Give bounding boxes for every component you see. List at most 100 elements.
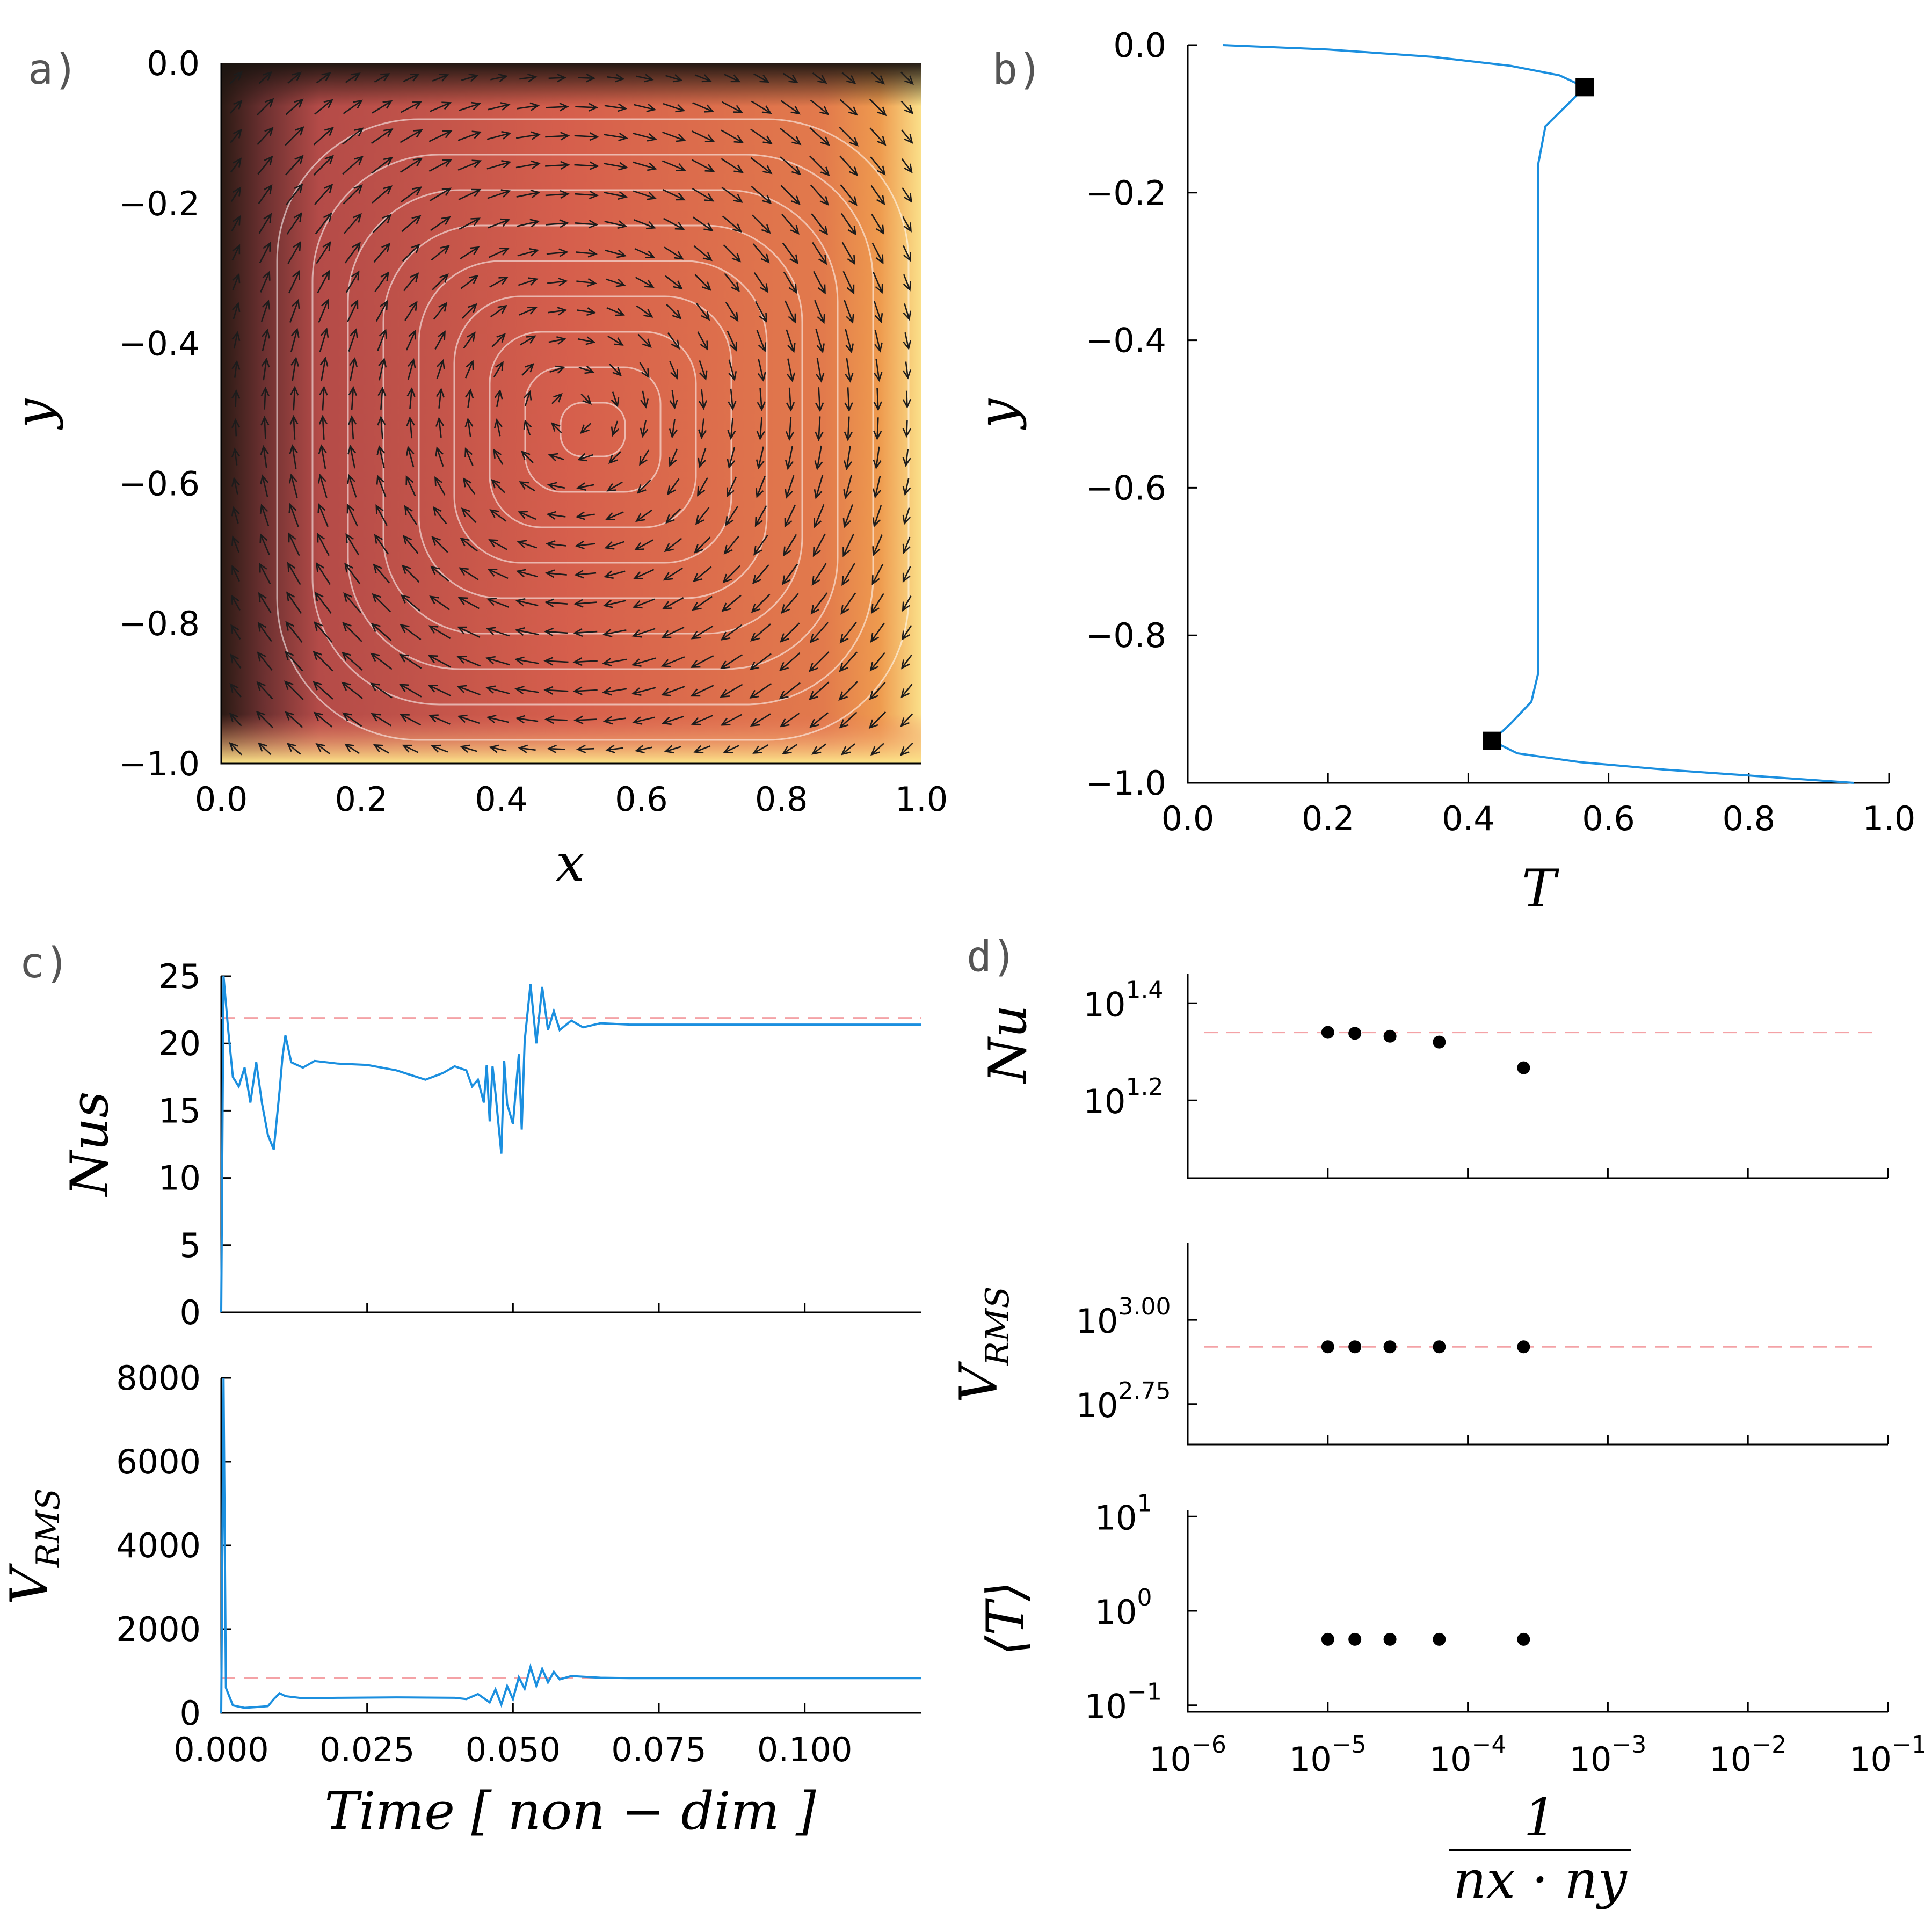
panel-a-xtick-label: 0.8 <box>755 780 808 819</box>
panel-d-axis-lines <box>1187 974 1888 1179</box>
velocity-arrow <box>517 102 540 111</box>
velocity-arrow <box>780 185 801 205</box>
velocity-arrow <box>493 448 504 465</box>
velocity-arrow <box>691 715 713 725</box>
velocity-arrow <box>608 451 621 464</box>
vrms-points <box>1321 1340 1530 1354</box>
velocity-arrow <box>286 743 301 755</box>
velocity-arrow <box>721 101 743 113</box>
velocity-arrow <box>457 626 481 638</box>
velocity-arrow <box>662 597 684 609</box>
convergence-point <box>1321 1026 1334 1039</box>
panel-c-bottom-axes: 0.000 0.025 0.050 0.075 0.100 0 2000 4000 6000 80… <box>116 1359 921 1769</box>
velocity-arrow <box>230 186 242 202</box>
velocity-arrow <box>314 183 333 205</box>
convergence-point <box>1348 1632 1362 1646</box>
velocity-arrow <box>344 213 362 234</box>
velocity-arrow <box>401 215 422 233</box>
velocity-arrow <box>720 684 743 698</box>
velocity-arrow <box>518 511 536 520</box>
velocity-arrow <box>375 504 388 526</box>
velocity-arrow <box>546 511 566 520</box>
velocity-arrow <box>874 359 883 382</box>
nusselt-series-line <box>220 976 921 1313</box>
velocity-arrow <box>288 532 300 556</box>
velocity-arrow <box>231 331 241 349</box>
velocity-arrow <box>750 128 773 144</box>
velocity-arrow <box>900 71 914 85</box>
velocity-arrow <box>873 476 882 499</box>
velocity-arrow <box>289 415 299 440</box>
velocity-arrow <box>398 684 422 698</box>
panel-d-ytick-label: 100 <box>1095 1584 1152 1632</box>
boundary-layer-markers <box>1483 78 1594 750</box>
velocity-arrow <box>489 744 507 753</box>
velocity-arrow <box>900 100 914 114</box>
velocity-arrow <box>757 359 766 382</box>
velocity-arrow <box>523 419 532 435</box>
velocity-arrow <box>873 446 882 470</box>
velocity-arrow <box>779 652 801 671</box>
velocity-arrow <box>313 681 333 700</box>
panel-c-top-axes: 0 5 10 15 20 25 <box>158 957 921 1332</box>
velocity-arrow <box>782 563 798 585</box>
velocity-arrow <box>348 357 358 381</box>
velocity-arrow <box>258 592 272 613</box>
panel-b-xtick-label: 0.6 <box>1582 799 1635 838</box>
velocity-arrow <box>258 213 272 234</box>
velocity-arrow <box>663 217 685 230</box>
velocity-arrow <box>693 566 712 582</box>
velocity-arrow <box>902 507 911 525</box>
velocity-arrow <box>485 656 510 666</box>
streamline <box>418 260 768 599</box>
velocity-arrow <box>461 73 479 82</box>
velocity-arrow <box>785 417 795 441</box>
velocity-arrow <box>813 271 826 295</box>
velocity-arrow <box>256 98 274 116</box>
velocity-arrow <box>902 449 911 467</box>
velocity-arrow <box>285 711 303 728</box>
velocity-arrow <box>485 685 510 694</box>
velocity-arrow <box>341 681 363 699</box>
panel-c-ytick-label: 2000 <box>116 1610 201 1649</box>
velocity-arrow <box>662 715 684 725</box>
velocity-arrow <box>580 423 591 434</box>
panel-d-xtick-label: 10−6 <box>1149 1731 1226 1779</box>
panel-d-middle-ylabel-group: VRMS <box>949 1286 1016 1403</box>
velocity-arrow <box>722 215 743 233</box>
velocity-arrow <box>285 621 303 643</box>
panel-c-top-ylabel: Nus <box>60 1091 120 1197</box>
velocity-arrow <box>751 214 771 234</box>
convergence-point <box>1348 1027 1362 1040</box>
velocity-arrow <box>809 127 830 146</box>
panel-label-b: b) <box>992 46 1043 94</box>
streamline <box>560 402 626 457</box>
velocity-arrow <box>231 418 241 437</box>
velocity-arrow <box>317 503 329 527</box>
velocity-arrow <box>749 653 772 671</box>
velocity-arrow <box>692 187 715 202</box>
velocity-arrow <box>662 131 686 142</box>
panel-c-xtick-label: 0.075 <box>611 1730 707 1769</box>
velocity-arrow <box>607 74 625 83</box>
velocity-arrow <box>723 244 742 263</box>
convergence-point <box>1383 1340 1397 1354</box>
velocity-arrow <box>749 682 772 699</box>
velocity-arrow <box>839 127 859 147</box>
velocity-arrow <box>260 270 271 293</box>
panel-d-axis-lines <box>1187 1510 1888 1713</box>
velocity-arrow <box>841 72 856 84</box>
velocity-arrow <box>313 650 333 672</box>
velocity-arrow <box>808 651 830 672</box>
velocity-arrow <box>721 129 744 143</box>
velocity-arrow <box>486 130 512 140</box>
velocity-arrow <box>431 536 448 553</box>
velocity-arrow <box>812 242 827 265</box>
velocity-arrow <box>780 622 800 643</box>
velocity-arrow <box>631 657 656 667</box>
velocity-arrow <box>548 336 566 345</box>
velocity-arrow <box>545 161 570 170</box>
velocity-arrow <box>842 504 854 528</box>
velocity-arrow <box>669 419 678 439</box>
